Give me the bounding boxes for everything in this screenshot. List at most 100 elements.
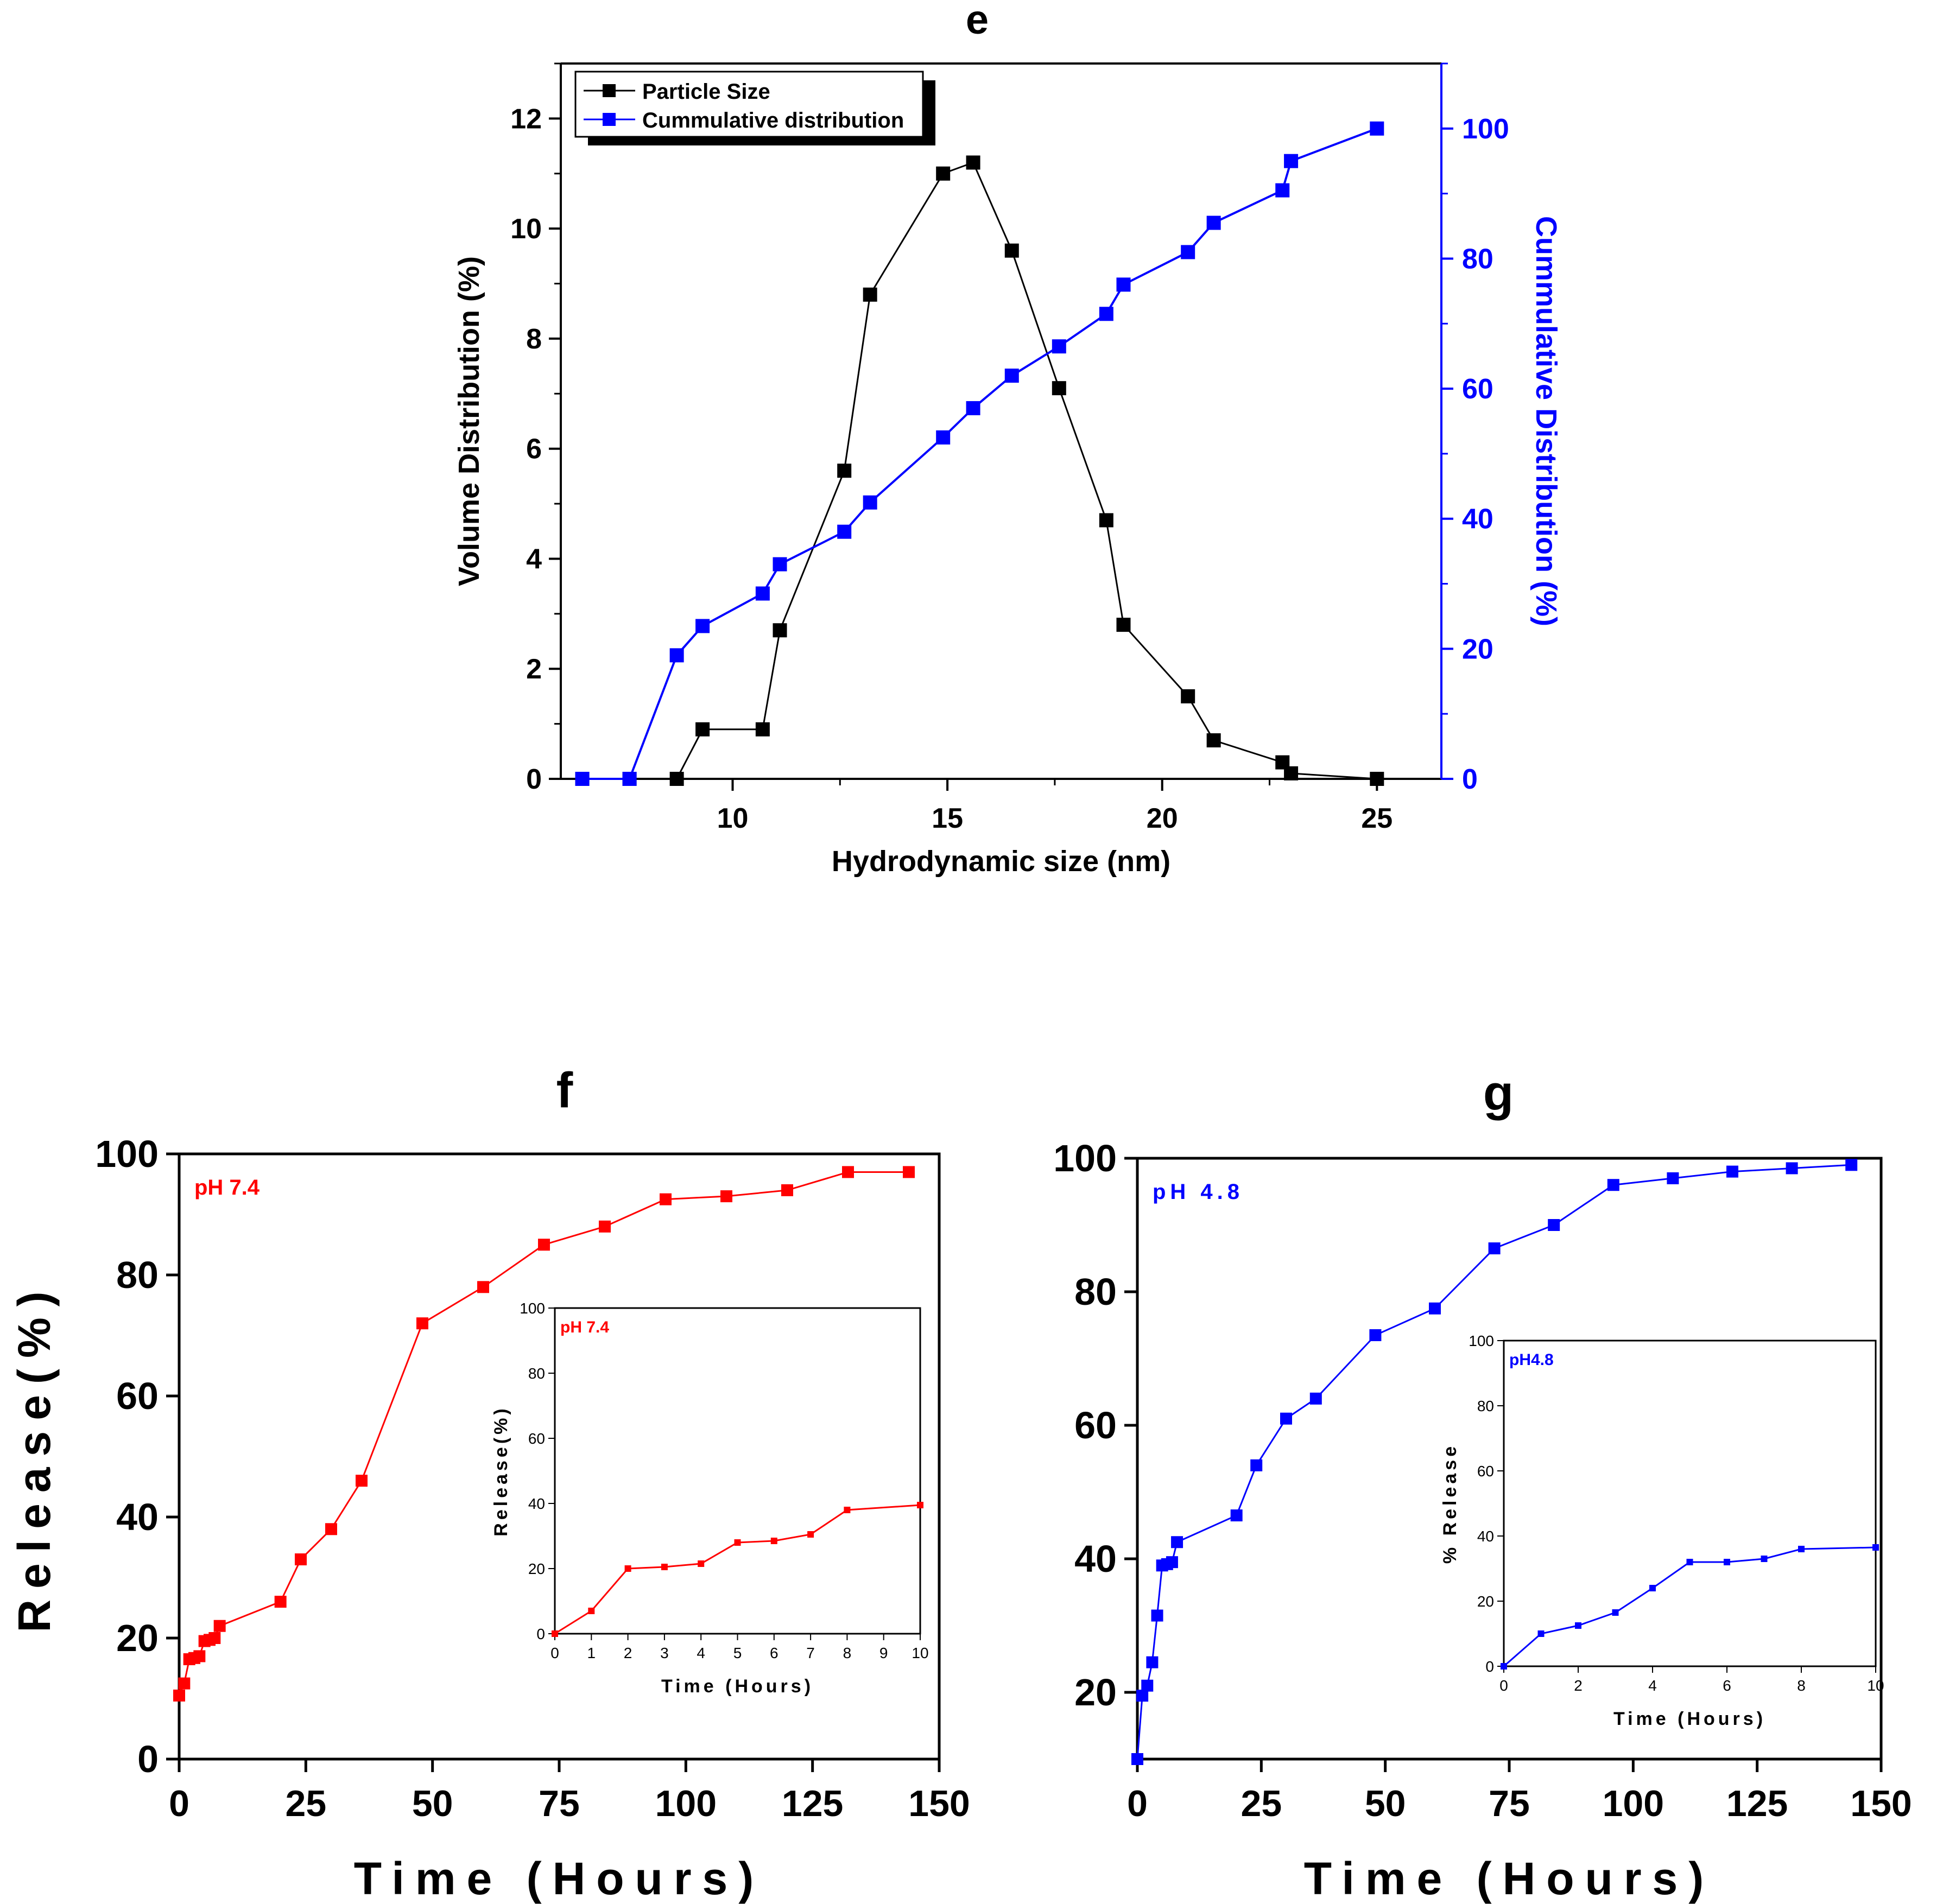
panel-label-f: f	[556, 1063, 573, 1118]
e-cumulative-point-7	[863, 495, 877, 510]
g-xtick-label: 50	[1365, 1783, 1406, 1824]
f-ytick-label: 40	[116, 1496, 159, 1538]
f-annotation: pH 7.4	[194, 1176, 260, 1199]
f-series-point-15	[538, 1239, 550, 1251]
f-ytick-label: 60	[116, 1375, 159, 1417]
f-inset-series-point-9	[917, 1502, 923, 1508]
e-particle-point-6	[837, 464, 852, 478]
f-series-point-9	[274, 1596, 287, 1608]
g-inset-xtick-label: 10	[1867, 1677, 1884, 1694]
g-inset-ytick-label: 100	[1469, 1332, 1494, 1349]
e-ytick-label: 4	[526, 543, 542, 575]
g-inset-series-point-7	[1761, 1556, 1768, 1562]
f-inset-xlabel: Time (Hours)	[661, 1676, 814, 1697]
f-xtick-label: 100	[655, 1783, 717, 1824]
e-cumulative-point-11	[1052, 339, 1066, 354]
f-series-point-20	[842, 1166, 854, 1178]
e-cumulative-point-14	[1181, 245, 1195, 259]
f-inset-ytick-label: 0	[536, 1626, 545, 1642]
g-inset-series-point-9	[1872, 1544, 1879, 1551]
g-ytick-label: 40	[1074, 1538, 1117, 1580]
g-inset-series-point-1	[1537, 1630, 1545, 1637]
f-inset-xtick-label: 1	[587, 1645, 596, 1661]
g-ytick-label: 100	[1053, 1137, 1117, 1179]
f-series-point-11	[325, 1523, 337, 1535]
g-xtick-label: 150	[1850, 1783, 1912, 1824]
f-xtick-label: 125	[782, 1783, 843, 1824]
e-legend-label-1: Cummulative distribution	[642, 109, 904, 132]
g-xtick-label: 100	[1603, 1783, 1664, 1824]
e-ytick-label: 0	[526, 764, 542, 795]
g-series-point-14	[1429, 1302, 1441, 1315]
f-inset-annotation: pH 7.4	[560, 1318, 609, 1336]
g-ytick-label: 60	[1074, 1404, 1117, 1446]
f-inset-xtick-label: 10	[912, 1645, 928, 1661]
g-inset-series-point-6	[1724, 1559, 1730, 1565]
e-ytick-right-label: 0	[1462, 764, 1478, 795]
f-inset-frame	[554, 1307, 921, 1635]
g-inset-series-point-0	[1501, 1663, 1507, 1670]
e-cumulative-point-13	[1116, 277, 1131, 292]
e-ytick-label: 8	[526, 323, 542, 355]
f-xlabel: Time (Hours)	[354, 1853, 765, 1904]
f-series-point-21	[903, 1166, 915, 1178]
e-cumulative-point-2	[669, 648, 684, 663]
f-ytick-label: 20	[116, 1617, 159, 1659]
e-cumulative-point-17	[1284, 154, 1299, 168]
g-inset-frame	[1503, 1340, 1877, 1667]
e-cumulative-point-12	[1099, 307, 1113, 321]
f-inset-xtick-label: 8	[843, 1645, 852, 1661]
f-inset-ytick-label: 80	[528, 1365, 545, 1382]
f-inset-series-point-2	[624, 1565, 631, 1572]
f-inset-ylabel: Release(%)	[491, 1405, 511, 1536]
g-inset-ytick-label: 40	[1477, 1528, 1494, 1545]
e-ytick-right-label: 100	[1462, 113, 1509, 145]
g-inset-ylabel: % Release	[1440, 1443, 1460, 1564]
f-series-point-1	[178, 1677, 191, 1690]
f-series-point-16	[599, 1220, 611, 1233]
e-xtick-label: 20	[1147, 803, 1178, 834]
f-inset-series-point-5	[734, 1539, 741, 1546]
e-cumulative-point-9	[966, 401, 980, 416]
e-ytick-label: 10	[510, 213, 542, 245]
g-ytick-label: 20	[1074, 1671, 1117, 1713]
f-inset-series-point-4	[698, 1560, 705, 1567]
e-cumulative-point-5	[773, 557, 787, 572]
g-series-point-10	[1250, 1459, 1263, 1471]
e-cumulative-point-4	[755, 586, 770, 601]
g-series-point-2	[1141, 1679, 1154, 1692]
e-particle-point-2	[669, 772, 684, 786]
g-xtick-label: 25	[1241, 1783, 1282, 1824]
f-inset-xtick-label: 6	[770, 1645, 779, 1661]
e-ytick-right-label: 20	[1462, 633, 1493, 665]
e-ylabel: Volume Distribution (%)	[453, 256, 485, 586]
f-inset-ytick-label: 20	[528, 1560, 545, 1577]
f-inset-xtick-label: 7	[806, 1645, 815, 1661]
f-inset-series-point-3	[661, 1564, 668, 1570]
panel-label-e: e	[966, 0, 989, 43]
e-ytick-right-label: 40	[1462, 504, 1493, 535]
e-cumulative-point-18	[1370, 121, 1384, 136]
e-cumulative-point-16	[1275, 183, 1290, 198]
f-xtick-label: 150	[908, 1783, 970, 1824]
f-series-point-10	[295, 1553, 307, 1566]
f-xtick-label: 25	[286, 1783, 327, 1824]
g-series-point-15	[1488, 1242, 1501, 1255]
e-ylabel-right: Cummulative Distribution (%)	[1530, 216, 1562, 626]
e-ytick-right-label: 60	[1462, 373, 1493, 405]
e-xlabel: Hydrodynamic size (nm)	[832, 845, 1170, 878]
f-inset-series-point-7	[807, 1531, 814, 1538]
e-cumulative-point-10	[1004, 369, 1019, 383]
e-legend-marker-0	[603, 84, 616, 97]
f-ytick-label: 80	[116, 1254, 159, 1296]
e-particle-point-11	[1052, 381, 1066, 396]
e-legend-label-0: Particle Size	[642, 80, 770, 104]
g-series-point-19	[1726, 1165, 1738, 1178]
e-xtick-label: 10	[717, 803, 749, 834]
g-series-point-8	[1171, 1536, 1183, 1548]
f-inset-series-point-1	[588, 1608, 595, 1614]
g-xlabel: Time (Hours)	[1304, 1853, 1715, 1904]
g-series-point-13	[1369, 1329, 1382, 1341]
